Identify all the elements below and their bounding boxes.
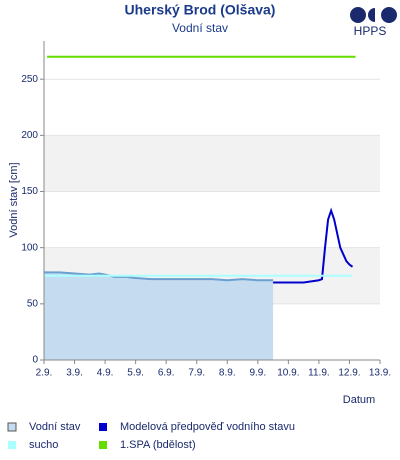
x-tick-label: 13.9. (369, 368, 391, 379)
x-tick-label: 12.9. (338, 368, 360, 379)
y-tick-label: 100 (21, 242, 38, 253)
y-tick-label: 150 (21, 186, 38, 197)
chart-title: Uherský Brod (Olšava) (125, 2, 276, 18)
x-tick-label: 5.9. (127, 368, 144, 379)
legend-label: Modelová předpověď vodního stavu (120, 421, 295, 433)
x-tick-label: 3.9. (66, 368, 83, 379)
logo-text: HPPS (354, 24, 387, 38)
area (44, 272, 274, 360)
x-tick-label: 6.9. (158, 368, 175, 379)
logo: HPPS (350, 7, 397, 38)
x-tick-label: 4.9. (97, 368, 114, 379)
y-axis-label: Vodní stav [cm] (8, 162, 20, 237)
y-tick-label: 200 (21, 130, 38, 141)
legend-marker (99, 423, 107, 431)
grid-band (44, 135, 380, 192)
x-tick-label: 8.9. (219, 368, 236, 379)
y-tick-label: 50 (27, 298, 39, 309)
x-tick-label: 11.9. (308, 368, 330, 379)
legend-label: sucho (29, 439, 58, 451)
legend-marker (8, 441, 16, 449)
x-tick-label: 10.9. (277, 368, 299, 379)
legend-label: Vodní stav (29, 421, 81, 433)
y-tick-label: 250 (21, 74, 38, 85)
line (273, 207, 354, 284)
legend-marker (99, 441, 107, 449)
chart-subtitle: Vodní stav (172, 21, 228, 35)
x-tick-label: 9.9. (249, 368, 266, 379)
y-tick-label: 0 (32, 355, 38, 366)
x-tick-label: 2.9. (36, 368, 53, 379)
area-outline (44, 271, 274, 282)
x-axis-label: Datum (343, 394, 375, 406)
legend-label: 1.SPA (bdělost) (120, 439, 196, 451)
legend-marker (7, 422, 17, 432)
x-tick-label: 7.9. (188, 368, 205, 379)
